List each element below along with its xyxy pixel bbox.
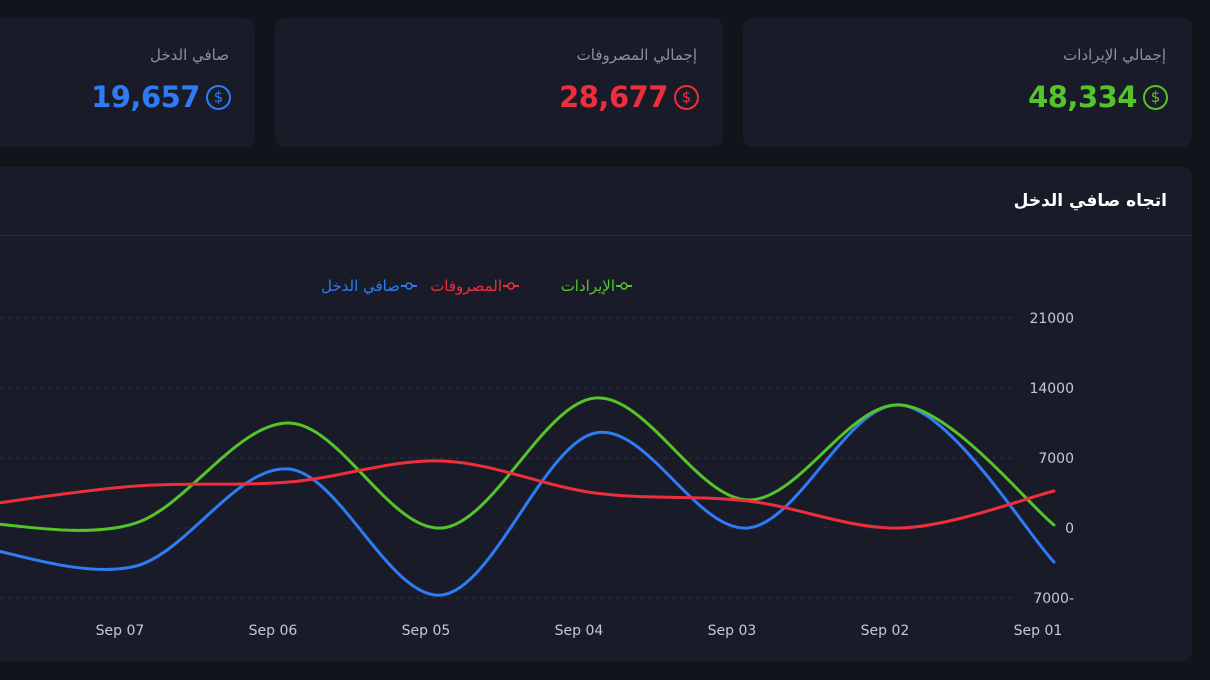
- y-tick-label: 7000-: [1033, 591, 1074, 607]
- y-tick-label: 0: [1065, 521, 1074, 537]
- chart-title: اتجاه صافي الدخل: [1013, 191, 1167, 211]
- dollar-icon: $: [674, 84, 699, 110]
- x-tick-label: Sep 07: [96, 623, 145, 639]
- x-tick-label: Sep 04: [555, 623, 604, 639]
- x-tick-label: Sep 02: [861, 623, 910, 639]
- legend-marker-dot: [620, 282, 628, 290]
- legend-label: الإيرادات: [561, 277, 615, 295]
- series-line-2: [0, 459, 1056, 530]
- x-tick-label: Sep 03: [708, 623, 757, 639]
- total-revenue-label: إجمالي الإيرادات: [1063, 46, 1166, 64]
- legend-label: المصروفات: [430, 277, 502, 295]
- chart-panel: اتجاه صافي الدخل: [0, 167, 1192, 661]
- total-expenses-card: إجمالي المصروفات 28,677 $: [275, 18, 723, 147]
- legend-marker-dot: [405, 282, 413, 290]
- total-expenses-label: إجمالي المصروفات: [576, 46, 697, 64]
- y-tick-label: 21000: [1029, 311, 1074, 327]
- net-income-value: 19,657: [91, 80, 200, 114]
- y-tick-label: 14000: [1029, 381, 1074, 397]
- total-expenses-value-group: 28,677 $: [559, 80, 699, 114]
- total-revenue-card: إجمالي الإيرادات 48,334 $: [743, 18, 1192, 147]
- y-tick-label: 7000: [1038, 451, 1074, 467]
- total-revenue-value-group: 48,334 $: [1028, 80, 1168, 114]
- net-income-label: صافي الدخل: [150, 46, 229, 64]
- x-tick-label: Sep 06: [249, 623, 298, 639]
- series-line-3: [0, 403, 1056, 597]
- x-tick-label: Sep 05: [402, 623, 451, 639]
- dollar-icon: $: [206, 84, 231, 110]
- legend-label: صافي الدخل: [321, 277, 400, 296]
- net-income-value-group: 19,657 $: [91, 80, 231, 114]
- total-revenue-value: 48,334: [1028, 80, 1137, 114]
- chart-divider: [0, 235, 1192, 236]
- series-line-1: [0, 396, 1056, 532]
- x-tick-label: Sep 01: [1014, 623, 1063, 639]
- dollar-icon: $: [1143, 84, 1168, 110]
- net-income-card: صافي الدخل 19,657 $: [0, 18, 255, 147]
- legend-marker-dot: [507, 282, 515, 290]
- total-expenses-value: 28,677: [559, 80, 668, 114]
